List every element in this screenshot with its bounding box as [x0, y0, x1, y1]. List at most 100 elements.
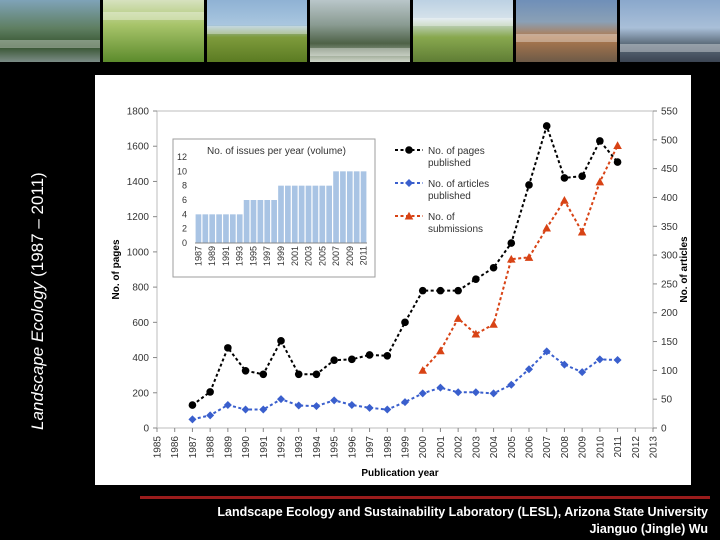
right-tick-label: 250 [661, 279, 678, 290]
x-tick-label: 2008 [560, 436, 571, 459]
header-photo-strip [0, 0, 720, 62]
inset-y-tick-label: 0 [182, 238, 187, 248]
point-submissions-2010 [595, 177, 605, 186]
point-pages-2008 [560, 174, 569, 182]
x-tick-label: 1992 [277, 436, 288, 459]
point-pages-1992 [277, 337, 285, 345]
inset-bar-2001 [291, 185, 298, 243]
inset-bar-1995 [250, 200, 257, 243]
point-articles-2008 [560, 360, 569, 369]
x-tick-label: 1990 [241, 436, 252, 459]
landscape-photo-grassland [206, 0, 307, 62]
author-name: Jianguo (Jingle) Wu [589, 522, 708, 536]
x-tick-label: 2005 [507, 436, 518, 459]
point-pages-2010 [596, 137, 604, 145]
x-tick-label: 2000 [418, 436, 429, 459]
x-tick-label: 2006 [525, 436, 536, 459]
inset-bar-1996 [257, 200, 264, 243]
point-pages-2000 [418, 286, 427, 295]
point-submissions-2008 [560, 196, 569, 204]
point-pages-2002 [454, 286, 462, 295]
landscape-photo-farmland [413, 0, 514, 62]
inset-bar-2002 [298, 185, 305, 243]
point-pages-1999 [401, 318, 409, 327]
right-tick-label: 500 [661, 135, 678, 146]
right-tick-label: 50 [661, 395, 673, 406]
x-tick-label: 1989 [223, 436, 234, 459]
left-tick-label: 200 [132, 388, 149, 399]
inset-x-tick-label: 1987 [193, 246, 203, 266]
inset-x-tick-label: 1995 [248, 246, 258, 266]
point-articles-1993 [294, 401, 303, 410]
x-tick-label: 1985 [153, 436, 164, 459]
inset-y-tick-label: 12 [177, 152, 187, 162]
legend-label-pages: published [428, 158, 471, 169]
x-tick-label: 1998 [383, 436, 394, 459]
inset-bar-1988 [202, 214, 209, 243]
point-pages-1988 [206, 388, 214, 396]
right-tick-label: 100 [661, 366, 678, 377]
inset-y-tick-label: 6 [182, 195, 187, 205]
inset-x-tick-label: 1993 [235, 246, 245, 266]
chart-panel: No. of issues per year (volume) 0 2 4 6 8 10 12… [95, 75, 691, 485]
point-articles-2006 [525, 365, 533, 374]
left-tick-label: 0 [143, 424, 149, 435]
x-tick-label: 1995 [330, 436, 341, 459]
x-tick-label: 1994 [312, 436, 323, 459]
legend-marker-submissions [404, 211, 414, 220]
point-pages-1993 [294, 370, 303, 379]
x-tick-label: 2011 [613, 436, 624, 458]
x-tick-label: 2009 [578, 436, 589, 459]
point-articles-2007 [542, 347, 551, 356]
legend-label-pages: No. of pages [428, 146, 485, 157]
x-tick-label: 2013 [649, 436, 660, 459]
legend-label-submissions: No. of [428, 212, 455, 223]
x-tick-label: 1999 [401, 436, 412, 459]
x-tick-label: 2010 [595, 436, 606, 459]
point-articles-1998 [383, 405, 392, 414]
point-pages-2004 [489, 263, 498, 272]
landscape-photo-terraces [309, 0, 411, 62]
slide-title: Landscape Ecology (1987 – 2011) [18, 100, 58, 430]
inset-y-tick-label: 4 [182, 209, 187, 219]
footer-accent-line [140, 496, 710, 499]
publication-chart: No. of issues per year (volume) 0 2 4 6 8 10 12… [111, 107, 690, 480]
footer: Landscape Ecology and Sustainability Lab… [217, 504, 708, 538]
point-articles-2001 [436, 383, 445, 392]
point-articles-1991 [259, 405, 268, 414]
legend-label-articles: published [428, 191, 471, 202]
left-tick-label: 1600 [127, 142, 150, 153]
inset-bar-2010 [353, 171, 360, 243]
inset-bar-1987 [195, 214, 202, 243]
inset-bar-1998 [271, 200, 277, 243]
inset-bar-2005 [319, 185, 326, 243]
inset-bar-2003 [305, 185, 312, 243]
left-tick-label: 800 [132, 283, 149, 294]
point-pages-2001 [436, 286, 445, 295]
point-pages-1996 [348, 355, 356, 364]
left-axis-title: No. of pages [111, 239, 122, 299]
point-articles-2003 [471, 388, 480, 397]
right-tick-label: 0 [661, 424, 667, 435]
point-submissions-2009 [577, 227, 587, 236]
point-articles-1987 [188, 415, 197, 424]
inset-y-tick-label: 2 [182, 224, 187, 234]
point-articles-1999 [401, 398, 409, 407]
landscape-photo-meadow [103, 0, 204, 62]
x-tick-label: 2004 [489, 436, 500, 459]
point-pages-2007 [542, 122, 551, 130]
left-tick-label: 1800 [127, 107, 150, 118]
point-submissions-2002 [453, 314, 463, 322]
point-articles-2000 [418, 389, 427, 398]
point-pages-1997 [365, 351, 374, 359]
right-tick-label: 400 [661, 193, 678, 204]
inset-bar-2007 [333, 171, 339, 243]
legend-label-submissions: submissions [428, 224, 483, 235]
point-articles-2004 [489, 389, 498, 398]
point-articles-1988 [206, 411, 215, 420]
inset-bar-1991 [223, 214, 229, 243]
landscape-photo-city [516, 0, 617, 62]
point-articles-1996 [347, 400, 356, 409]
inset-x-tick-label: 2001 [290, 246, 300, 266]
point-articles-1992 [277, 395, 285, 404]
